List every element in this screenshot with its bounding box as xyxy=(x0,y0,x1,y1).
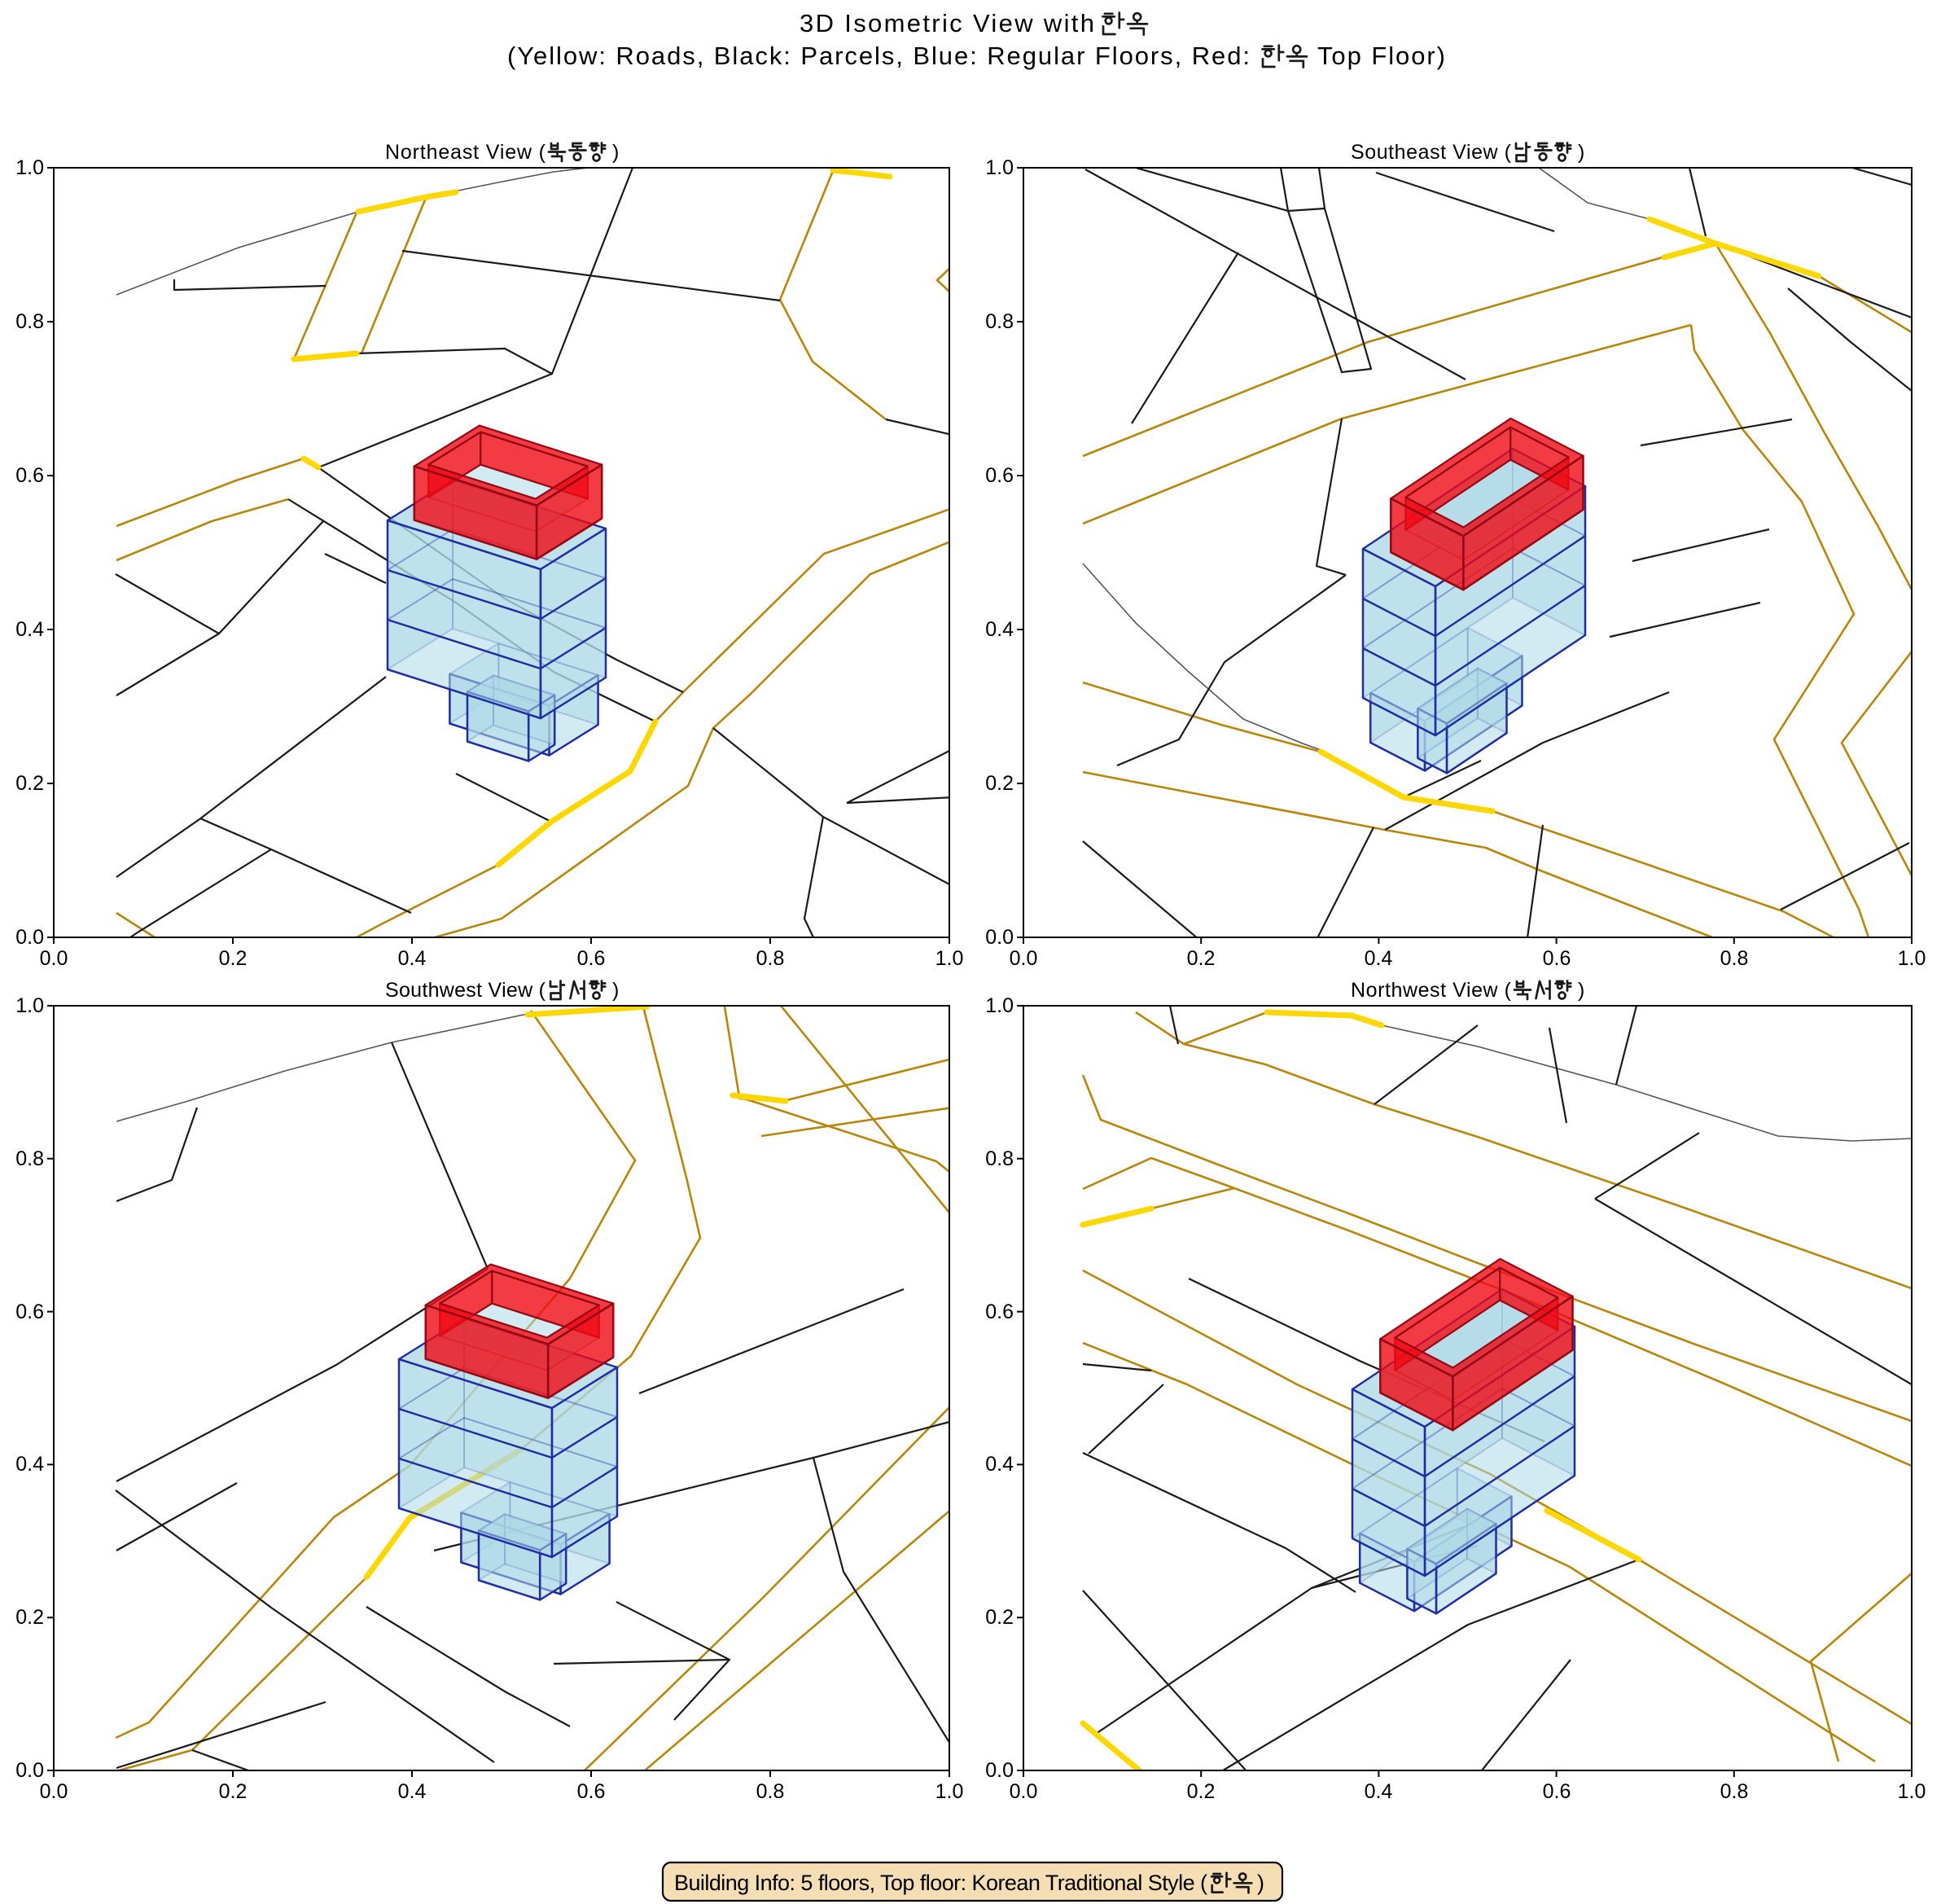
svg-text:0.6: 0.6 xyxy=(1543,947,1571,970)
svg-text:): ) xyxy=(1578,979,1584,1002)
svg-text:(Yellow: Roads, Black: Parcels: (Yellow: Roads, Black: Parcels, Blue: Re… xyxy=(507,42,1250,70)
svg-text:0.0: 0.0 xyxy=(1010,947,1038,970)
svg-text:0.2: 0.2 xyxy=(985,772,1014,795)
svg-text:0.2: 0.2 xyxy=(15,1606,44,1629)
svg-text:0.0: 0.0 xyxy=(15,1759,44,1782)
svg-text:0.8: 0.8 xyxy=(15,310,44,333)
svg-text:0.2: 0.2 xyxy=(985,1606,1014,1629)
svg-text:0.2: 0.2 xyxy=(15,772,44,795)
svg-text:): ) xyxy=(612,141,619,164)
svg-text:0.4: 0.4 xyxy=(1365,947,1393,970)
svg-text:0.6: 0.6 xyxy=(985,1301,1014,1323)
svg-text:0.0: 0.0 xyxy=(15,926,44,949)
svg-text:Top Floor): Top Floor) xyxy=(1317,42,1445,70)
svg-text:0.8: 0.8 xyxy=(985,310,1014,333)
svg-text:0.8: 0.8 xyxy=(15,1147,44,1170)
svg-text:0.6: 0.6 xyxy=(577,947,606,970)
svg-text:0.2: 0.2 xyxy=(219,1780,248,1803)
svg-text:0.8: 0.8 xyxy=(985,1147,1014,1170)
svg-text:1.0: 1.0 xyxy=(935,947,964,970)
svg-text:0.4: 0.4 xyxy=(15,618,44,641)
svg-text:): ) xyxy=(612,979,619,1002)
svg-text:1.0: 1.0 xyxy=(985,156,1014,179)
svg-text:0.8: 0.8 xyxy=(1720,947,1749,970)
svg-text:3D Isometric View with: 3D Isometric View with xyxy=(800,9,1094,37)
svg-text:Building Info: 5 floors, Top f: Building Info: 5 floors, Top floor: Kore… xyxy=(674,1871,1207,1895)
svg-text:0.8: 0.8 xyxy=(1720,1780,1749,1803)
svg-text:0.2: 0.2 xyxy=(1187,1780,1216,1803)
svg-text:0.0: 0.0 xyxy=(40,947,68,970)
svg-text:1.0: 1.0 xyxy=(1898,1780,1926,1803)
svg-text:0.0: 0.0 xyxy=(985,1759,1014,1782)
svg-text:Southeast View (: Southeast View ( xyxy=(1351,141,1512,164)
svg-text:Northeast View (: Northeast View ( xyxy=(385,141,546,164)
svg-text:0.8: 0.8 xyxy=(756,1780,785,1803)
svg-text:0.2: 0.2 xyxy=(1187,947,1216,970)
svg-text:0.4: 0.4 xyxy=(1365,1780,1393,1803)
svg-text:0.8: 0.8 xyxy=(756,947,785,970)
svg-text:0.0: 0.0 xyxy=(985,926,1014,949)
svg-text:0.4: 0.4 xyxy=(15,1453,44,1476)
svg-text:0.2: 0.2 xyxy=(219,947,248,970)
svg-text:0.4: 0.4 xyxy=(398,947,427,970)
svg-text:0.6: 0.6 xyxy=(15,464,44,487)
svg-text:0.4: 0.4 xyxy=(985,618,1014,641)
svg-text:Northwest View (: Northwest View ( xyxy=(1351,979,1512,1002)
svg-text:0.6: 0.6 xyxy=(985,464,1014,487)
svg-text:0.6: 0.6 xyxy=(15,1301,44,1323)
svg-text:): ) xyxy=(1257,1871,1264,1895)
svg-text:0.0: 0.0 xyxy=(1010,1780,1038,1803)
svg-text:0.0: 0.0 xyxy=(40,1780,68,1803)
svg-text:1.0: 1.0 xyxy=(935,1780,964,1803)
svg-text:): ) xyxy=(1578,141,1584,164)
svg-text:0.4: 0.4 xyxy=(398,1780,427,1803)
svg-text:1.0: 1.0 xyxy=(1898,947,1926,970)
svg-text:1.0: 1.0 xyxy=(15,994,44,1017)
svg-text:0.4: 0.4 xyxy=(985,1453,1014,1476)
svg-text:Southwest View (: Southwest View ( xyxy=(385,979,546,1002)
svg-text:0.6: 0.6 xyxy=(1543,1780,1571,1803)
svg-text:0.6: 0.6 xyxy=(577,1780,606,1803)
svg-text:1.0: 1.0 xyxy=(985,994,1014,1017)
svg-text:1.0: 1.0 xyxy=(15,156,44,179)
